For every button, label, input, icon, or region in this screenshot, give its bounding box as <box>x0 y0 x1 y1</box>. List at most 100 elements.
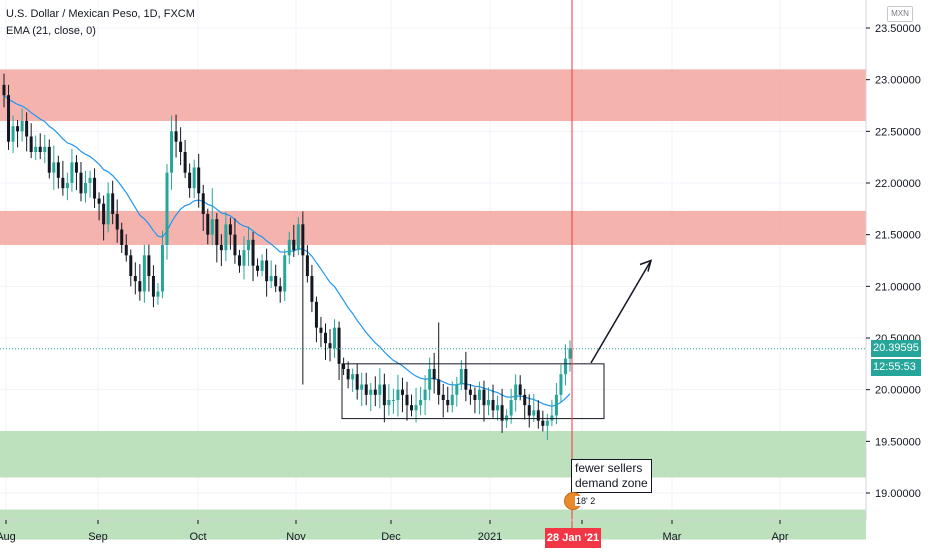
candle-body <box>305 255 309 276</box>
candle-body <box>29 136 33 152</box>
candle-body <box>396 389 400 400</box>
candle-body <box>500 405 504 421</box>
candle-body <box>527 405 531 416</box>
candle-body <box>441 394 445 400</box>
candle-body <box>496 405 500 411</box>
demand-zone <box>0 509 866 540</box>
candle-body <box>34 146 38 152</box>
candle-body <box>446 400 450 406</box>
candle-body <box>269 276 273 282</box>
candle-body <box>142 255 146 292</box>
price-tick-label: 21.50000 <box>875 230 921 242</box>
candle-body <box>541 420 545 426</box>
candle-body <box>464 369 468 390</box>
legend-indicator: EMA (21, close, 0) <box>6 25 96 37</box>
currency-badge[interactable]: MXN <box>887 6 913 22</box>
candle-body <box>419 400 423 406</box>
zones <box>0 69 866 540</box>
candle-body <box>147 255 151 276</box>
time-tick-label: Oct <box>189 531 206 543</box>
candle-body <box>38 146 42 152</box>
candle-body <box>111 193 115 214</box>
candle-body <box>382 384 386 406</box>
price-tick-label: 20.00000 <box>875 385 921 397</box>
candle-body <box>360 384 364 390</box>
candle-body <box>106 193 110 225</box>
candle-body <box>247 239 251 251</box>
candle-body <box>256 265 260 271</box>
candle-body <box>509 400 513 416</box>
candle-body <box>554 394 558 416</box>
candle-body <box>84 183 88 194</box>
candle-body <box>559 374 563 395</box>
candle-body <box>188 172 192 189</box>
candle-body <box>228 224 232 235</box>
candle-body <box>47 146 51 173</box>
candle-body <box>550 415 554 421</box>
candle-body <box>283 255 287 292</box>
candle-body <box>52 162 56 173</box>
candle-body <box>450 394 454 406</box>
candle-body <box>423 389 427 400</box>
candle-body <box>160 245 164 292</box>
candle-body <box>274 276 278 287</box>
candle-body <box>11 126 15 142</box>
time-tick-label: Apr <box>771 531 788 543</box>
event-label: 18' 2 <box>575 496 597 506</box>
candle-body <box>545 420 549 426</box>
candle-body <box>459 369 463 385</box>
price-tick-label: 19.00000 <box>875 488 921 500</box>
demand-zone <box>0 431 866 478</box>
candle-body <box>378 384 382 395</box>
consolidation-box <box>341 363 605 420</box>
time-tick-label: Aug <box>0 531 16 543</box>
candle-body <box>20 121 24 132</box>
candle-body <box>7 95 11 142</box>
candle-body <box>337 327 341 364</box>
candle-body <box>287 239 291 256</box>
candle-body <box>170 131 174 173</box>
candle-body <box>414 405 418 411</box>
candle-body <box>201 193 205 214</box>
candle-body <box>124 245 128 256</box>
supply-zone <box>0 210 866 245</box>
candle-body <box>328 343 332 349</box>
crosshair-date-badge: 28 Jan '21 <box>545 528 601 548</box>
candle-body <box>342 363 346 369</box>
candle-body <box>237 255 241 266</box>
candle-body <box>61 177 65 189</box>
candle-body <box>477 389 481 400</box>
candle-body <box>301 224 305 256</box>
price-tick-label: 22.00000 <box>875 178 921 190</box>
candle-body <box>138 281 142 292</box>
candle-body <box>364 384 368 395</box>
annotation-note[interactable]: fewer sellers demand zone <box>571 459 652 493</box>
supply-zone <box>0 69 866 121</box>
candle-body <box>156 291 160 297</box>
candle-body <box>43 146 47 152</box>
countdown-badge: 12:55:53 <box>871 359 921 376</box>
candle-body <box>373 389 377 395</box>
candle-body <box>151 276 155 297</box>
time-tick-label: Sep <box>88 531 108 543</box>
candle-body <box>355 374 359 390</box>
candle-body <box>224 224 228 251</box>
price-tick-label: 23.00000 <box>875 75 921 87</box>
candle-body <box>79 172 83 194</box>
candle-body <box>233 234 237 256</box>
candle-body <box>400 389 404 395</box>
ema-line <box>3 94 571 407</box>
chart-legend: U.S. Dollar / Mexican Peso, 1D, FXCM EMA… <box>6 6 195 40</box>
price-tick-label: 23.50000 <box>875 23 921 35</box>
candle-body <box>265 260 269 282</box>
candle-body <box>174 131 178 142</box>
candle-body <box>314 301 318 328</box>
time-axis: AugSepOctNovDec2021FebMarApr <box>0 519 866 543</box>
candle-body <box>242 250 246 266</box>
candle-body <box>437 379 441 395</box>
candle-body <box>536 410 540 421</box>
candle-body <box>120 229 124 245</box>
last-price-badge: 20.39595 <box>871 340 921 357</box>
